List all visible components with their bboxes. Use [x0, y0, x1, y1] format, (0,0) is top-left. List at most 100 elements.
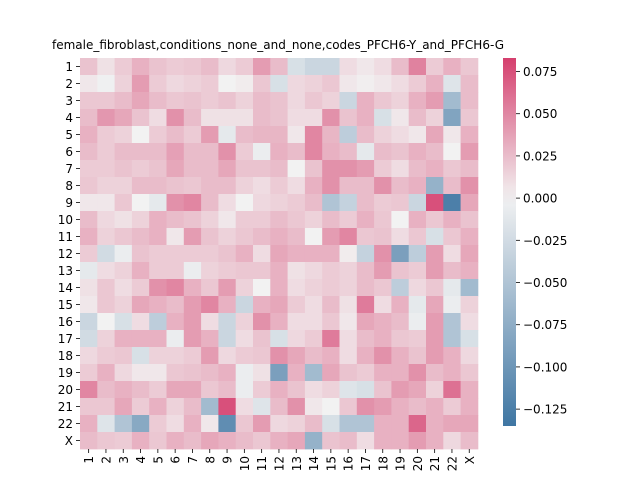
heatmap-cell: [149, 194, 167, 212]
heatmap-cell: [339, 177, 358, 195]
heatmap-cell: [253, 381, 271, 399]
heatmap-cell: [131, 262, 150, 280]
heatmap-cell: [287, 347, 306, 365]
heatmap-cell: [408, 330, 427, 348]
heatmap-cell: [218, 75, 237, 93]
heatmap-cell: [374, 228, 392, 246]
heatmap-cell: [80, 279, 98, 297]
heatmap-cell: [322, 126, 340, 144]
heatmap-cell: [183, 313, 202, 331]
heatmap-cell: [270, 262, 288, 280]
heatmap-cell: [131, 313, 150, 331]
heatmap-cell: [287, 58, 306, 76]
heatmap-cell: [80, 330, 98, 348]
heatmap-cell: [80, 398, 98, 416]
heatmap-cell: [304, 381, 323, 399]
heatmap-cell: [183, 330, 202, 348]
heatmap-cell: [201, 160, 219, 178]
heatmap-cell: [304, 296, 323, 314]
heatmap-cell: [356, 364, 375, 382]
heatmap-cells: [80, 58, 479, 450]
heatmap-cell: [374, 347, 392, 365]
heatmap-cell: [356, 347, 375, 365]
heatmap-cell: [166, 330, 185, 348]
heatmap-cell: [339, 432, 358, 450]
heatmap-cell: [426, 347, 444, 365]
heatmap-cell: [270, 143, 288, 161]
heatmap-cell: [114, 296, 133, 314]
heatmap-cell: [183, 211, 202, 229]
heatmap-cell: [114, 160, 133, 178]
heatmap-cell: [374, 92, 392, 110]
heatmap-cell: [339, 415, 358, 433]
heatmap-cell: [391, 398, 410, 416]
heatmap-cell: [391, 381, 410, 399]
heatmap-cell: [339, 279, 358, 297]
heatmap-cell: [97, 415, 115, 433]
heatmap-cell: [131, 432, 150, 450]
heatmap-cell: [114, 398, 133, 416]
heatmap-cell: [131, 415, 150, 433]
heatmap-cell: [166, 75, 185, 93]
x-tick-label: 7: [186, 456, 200, 464]
heatmap-cell: [183, 58, 202, 76]
heatmap-cell: [304, 92, 323, 110]
heatmap-cell: [374, 58, 392, 76]
heatmap-cell: [391, 432, 410, 450]
heatmap-cell: [183, 296, 202, 314]
heatmap-cell: [374, 245, 392, 263]
heatmap-cell: [304, 211, 323, 229]
heatmap-cell: [356, 245, 375, 263]
heatmap-cell: [304, 109, 323, 127]
heatmap-cell: [166, 160, 185, 178]
y-tick-label: 22: [58, 417, 73, 431]
heatmap-cell: [218, 177, 237, 195]
heatmap-cell: [443, 364, 461, 382]
heatmap-cell: [166, 126, 185, 144]
heatmap-cell: [443, 228, 461, 246]
heatmap-cell: [131, 160, 150, 178]
heatmap-cell: [114, 364, 133, 382]
heatmap-cell: [97, 194, 115, 212]
x-tick-label: 18: [376, 456, 390, 471]
heatmap-cell: [166, 143, 185, 161]
heatmap-cell: [304, 75, 323, 93]
heatmap-cell: [218, 330, 237, 348]
heatmap-cell: [339, 58, 358, 76]
x-tick-label: 13: [290, 456, 304, 471]
heatmap-cell: [201, 75, 219, 93]
heatmap-cell: [374, 381, 392, 399]
heatmap-cell: [356, 177, 375, 195]
heatmap-cell: [218, 296, 237, 314]
heatmap-cell: [287, 126, 306, 144]
heatmap-cell: [443, 194, 461, 212]
heatmap-cell: [426, 126, 444, 144]
heatmap-cell: [166, 432, 185, 450]
heatmap-cell: [270, 364, 288, 382]
heatmap-cell: [460, 313, 479, 331]
heatmap-cell: [183, 262, 202, 280]
heatmap-cell: [201, 279, 219, 297]
heatmap-cell: [287, 160, 306, 178]
heatmap-cell: [270, 211, 288, 229]
heatmap-cell: [131, 398, 150, 416]
heatmap-cell: [235, 415, 254, 433]
heatmap-cell: [408, 228, 427, 246]
heatmap-cell: [322, 109, 340, 127]
heatmap-cell: [253, 432, 271, 450]
heatmap-cell: [201, 415, 219, 433]
heatmap-cell: [391, 58, 410, 76]
heatmap-cell: [270, 415, 288, 433]
heatmap-cell: [166, 279, 185, 297]
heatmap-cell: [97, 58, 115, 76]
heatmap-cell: [201, 126, 219, 144]
heatmap-cell: [253, 245, 271, 263]
heatmap-cell: [339, 228, 358, 246]
heatmap-cell: [270, 330, 288, 348]
heatmap-cell: [270, 228, 288, 246]
y-tick-label: 8: [65, 179, 73, 193]
heatmap-cell: [166, 177, 185, 195]
heatmap-cell: [201, 177, 219, 195]
heatmap-cell: [426, 177, 444, 195]
